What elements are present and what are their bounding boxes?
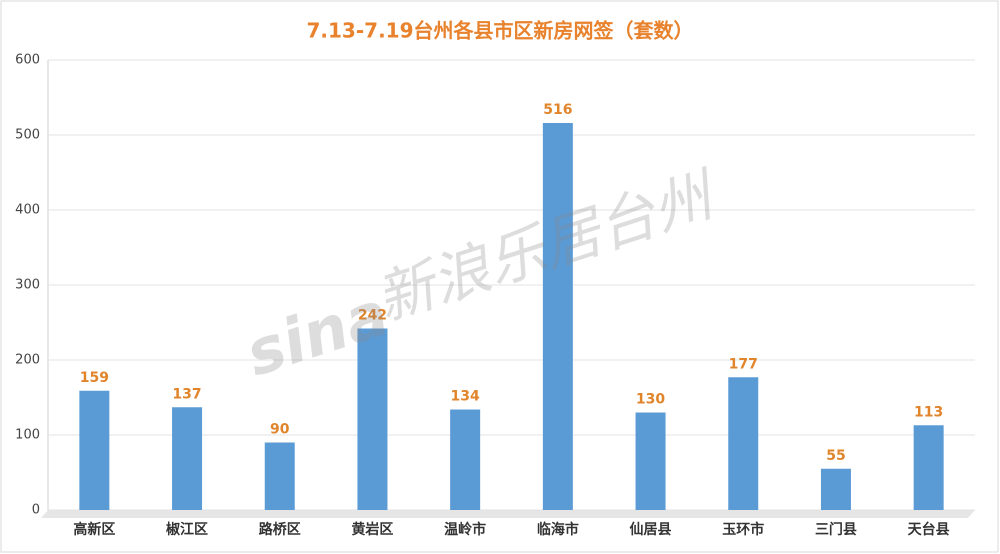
y-tick-label: 300 <box>15 278 40 293</box>
bar <box>357 328 388 510</box>
x-tick-label: 温岭市 <box>444 521 486 538</box>
data-label: 242 <box>358 308 387 324</box>
floor <box>41 510 975 518</box>
bar <box>542 123 573 510</box>
data-label: 137 <box>172 386 201 402</box>
y-tick-label: 600 <box>15 53 40 68</box>
data-label: 516 <box>543 102 572 118</box>
data-label: 90 <box>270 422 290 438</box>
x-tick-label: 高新区 <box>73 521 115 538</box>
bar <box>79 390 110 510</box>
bar <box>820 468 851 510</box>
bar <box>913 425 944 510</box>
bar <box>728 377 759 510</box>
x-tick-label: 椒江区 <box>166 521 208 538</box>
x-tick-label: 路桥区 <box>259 521 301 538</box>
data-label: 130 <box>636 392 665 408</box>
data-label: 113 <box>914 404 943 420</box>
plot: 0 100 200 300 400 500 600 高新区 159 椒江区 137 路桥区 90 黄岩区 2… <box>15 53 975 538</box>
x-tick-label: 三门县 <box>815 521 857 538</box>
y-tick-label: 200 <box>15 353 40 368</box>
y-tick-label: 500 <box>15 128 40 143</box>
data-label: 159 <box>80 370 109 386</box>
chart-title: 7.13-7.19台州各县市区新房网签（套数） <box>307 19 694 43</box>
bar <box>172 407 203 510</box>
x-tick-label: 玉环市 <box>722 521 764 538</box>
bar <box>635 412 666 510</box>
data-label: 177 <box>729 356 758 372</box>
x-tick-label: 仙居县 <box>630 521 672 538</box>
x-tick-label: 临海市 <box>537 521 579 538</box>
data-label: 55 <box>826 448 845 464</box>
y-tick-label: 100 <box>15 428 40 443</box>
y-tick-label: 0 <box>32 503 40 518</box>
x-tick-label: 天台县 <box>908 521 950 538</box>
y-tick-label: 400 <box>15 203 40 218</box>
x-tick-label: 黄岩区 <box>351 521 393 538</box>
data-label: 134 <box>451 389 480 405</box>
bar <box>450 409 481 510</box>
bar <box>264 442 295 510</box>
